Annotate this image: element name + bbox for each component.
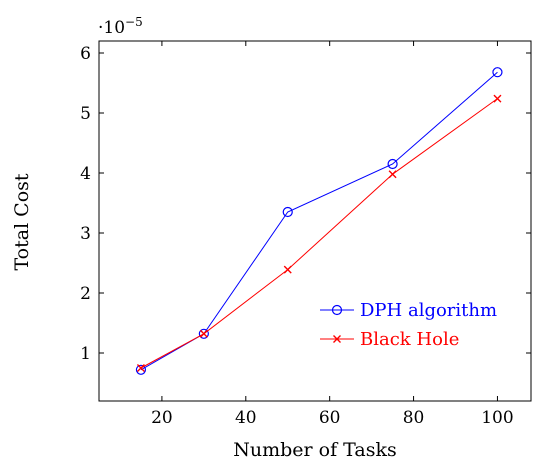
x-axis-label: Number of Tasks xyxy=(233,439,396,461)
data-point-x xyxy=(388,170,397,179)
data-point-circle xyxy=(282,206,293,218)
plot-frame xyxy=(98,40,532,402)
data-point-circle xyxy=(331,304,343,316)
data-point-x xyxy=(333,335,341,343)
legend: DPH algorithm Black Hole xyxy=(320,300,497,350)
legend-entry: DPH algorithm xyxy=(320,300,497,321)
legend-label: DPH algorithm xyxy=(360,300,497,321)
y-scale-label: ·10−5 xyxy=(98,15,143,38)
y-tick-label: 4 xyxy=(80,164,91,184)
series-black-hole xyxy=(136,94,502,372)
data-point-circle xyxy=(387,158,398,170)
y-tick-label: 2 xyxy=(80,284,91,304)
x-tick-label: 100 xyxy=(481,408,513,428)
data-point-x xyxy=(199,329,208,338)
y-tick-label: 5 xyxy=(80,104,91,124)
data-point-circle xyxy=(135,364,147,375)
data-point-x xyxy=(283,265,292,274)
data-point-circle xyxy=(492,67,503,78)
y-axis-ticks: 1 2 3 4 5 6 xyxy=(80,44,531,364)
y-tick-label: 3 xyxy=(80,224,91,244)
y-tick-label: 6 xyxy=(80,44,91,64)
series-layer xyxy=(135,67,503,375)
y-tick-label: 1 xyxy=(80,344,91,364)
legend-label: Black Hole xyxy=(360,329,459,350)
legend-entry: Black Hole xyxy=(320,329,459,350)
series-dph-algorithm xyxy=(135,67,503,375)
x-tick-label: 40 xyxy=(235,408,257,428)
y-axis-label: Total Cost xyxy=(11,173,33,270)
x-tick-label: 20 xyxy=(151,408,173,428)
series-line xyxy=(140,98,498,369)
x-tick-label: 80 xyxy=(403,408,425,428)
y-scale-exponent: −5 xyxy=(125,15,143,29)
x-tick-label: 60 xyxy=(319,408,341,428)
x-axis-ticks: 20 40 60 80 100 xyxy=(151,41,514,428)
plot-border xyxy=(98,40,532,402)
series-line xyxy=(140,71,498,371)
data-point-circle xyxy=(198,328,209,339)
data-point-x xyxy=(136,364,145,372)
data-point-x xyxy=(493,94,502,103)
